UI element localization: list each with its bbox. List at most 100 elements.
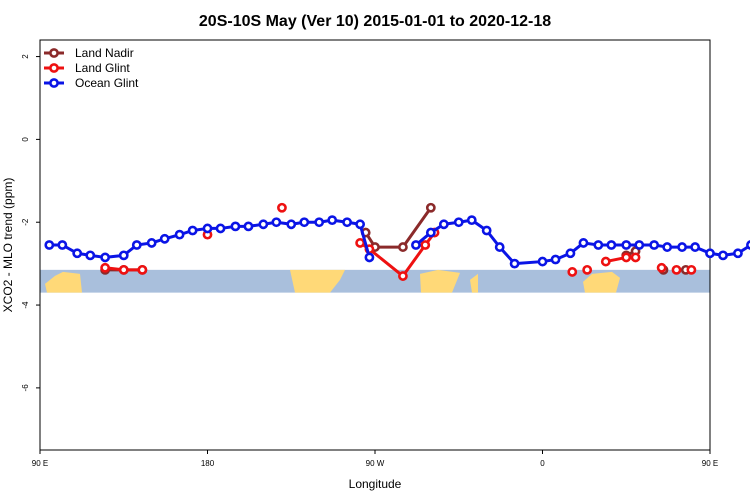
x-tick-label-3: 0: [540, 459, 545, 468]
series-2-point-36: [593, 240, 604, 250]
series-2-point-7: [146, 238, 157, 248]
legend-marker-1: [49, 63, 59, 73]
series-1-point-14: [630, 252, 641, 263]
y-tick-label-1: 0: [21, 137, 30, 142]
map-land-1: [290, 269, 345, 293]
series-2-point-43: [690, 242, 701, 252]
series-2-point-27: [453, 217, 464, 228]
series-2-point-32: [537, 256, 548, 267]
series-1-point-12: [600, 256, 611, 267]
y-axis-label: XCO2 - MLO trend (ppm): [1, 178, 15, 313]
series-2-point-12: [215, 223, 226, 234]
series-1-point-16: [671, 264, 682, 275]
series-2-point-6: [131, 240, 142, 250]
series-2-point-18: [299, 217, 310, 228]
series-2-point-22: [355, 219, 366, 230]
series-2-point-29: [481, 225, 492, 236]
map-land-4: [583, 271, 620, 293]
series-2-point-26: [438, 219, 449, 230]
y-tick-label-0: 2: [21, 54, 30, 59]
series-2-point-33: [550, 254, 561, 265]
series-1-point-7: [398, 271, 408, 281]
series-2-point-38: [621, 240, 632, 250]
map-strip: [40, 269, 710, 293]
series-2-point-2: [72, 248, 83, 259]
series-2-point-40: [649, 240, 660, 250]
series-2-point-28: [466, 215, 477, 226]
series-2-point-8: [159, 233, 170, 244]
series-2-point-34: [565, 248, 576, 259]
series-0-point-6: [425, 202, 436, 213]
series-1: [100, 202, 697, 281]
series-2-point-10: [187, 225, 198, 236]
x-tick-label-2: 90 W: [366, 459, 385, 468]
series-2-point-19: [314, 217, 325, 228]
series-1-point-0: [100, 262, 111, 273]
series-2-point-41: [662, 242, 673, 252]
chart-title: 20S-10S May (Ver 10) 2015-01-01 to 2020-…: [199, 13, 551, 30]
series-2-point-30: [494, 242, 505, 252]
series-1-point-4: [277, 202, 287, 213]
series-2-point-44: [705, 248, 715, 259]
map-land-0: [45, 271, 82, 293]
series-1-point-17: [686, 264, 697, 275]
legend-label-2: Ocean Glint: [75, 76, 139, 90]
y-tick-label-3: -4: [21, 301, 30, 309]
legend-label-0: Land Nadir: [75, 46, 134, 60]
series-2-point-31: [509, 258, 520, 269]
series-2-point-9: [174, 229, 185, 240]
series-2-point-21: [342, 217, 352, 228]
map-ocean: [40, 269, 710, 293]
series-2-point-1: [57, 240, 68, 250]
series-2-point-17: [286, 219, 297, 230]
series-1-point-5: [355, 238, 366, 248]
series-1-point-13: [621, 252, 632, 263]
series-2-point-47: [746, 240, 750, 250]
series-2-point-25: [425, 227, 436, 238]
x-tick-label-0: 90 E: [32, 459, 48, 468]
series-2-line-2: [709, 243, 750, 257]
series-2-point-4: [100, 252, 111, 263]
series-layer: [44, 202, 750, 281]
series-2: [44, 215, 750, 269]
series-2-point-5: [118, 250, 129, 261]
series-2-point-3: [85, 250, 96, 261]
x-axis-label: Longitude: [349, 477, 402, 491]
legend-label-1: Land Glint: [75, 61, 130, 75]
y-tick-label-2: -2: [21, 218, 30, 226]
series-1-point-1: [118, 264, 129, 275]
series-2-point-0: [44, 240, 55, 250]
series-1-point-15: [656, 262, 667, 273]
series-1-point-11: [582, 264, 593, 275]
series-2-point-42: [677, 242, 687, 252]
map-land-2: [420, 269, 460, 293]
series-0-point-5: [398, 242, 408, 252]
y-axis: 2 0 -2 -4 -6: [21, 54, 40, 392]
series-2-point-15: [258, 219, 269, 230]
y-tick-label-4: -6: [21, 384, 30, 392]
series-2-point-14: [243, 221, 254, 232]
map-land-3: [470, 273, 478, 293]
series-2-point-16: [271, 217, 282, 228]
series-2-point-45: [718, 250, 728, 261]
series-2-point-46: [733, 248, 743, 259]
series-2-point-37: [606, 240, 617, 250]
x-tick-label-4: 90 E: [702, 459, 718, 468]
series-2-point-13: [230, 221, 241, 232]
x-axis: 90 E 180 90 W 0 90 E: [32, 450, 718, 468]
series-2-point-35: [578, 238, 589, 248]
legend-marker-2: [49, 78, 59, 88]
series-2-point-24: [411, 240, 421, 250]
series-2-point-20: [327, 215, 338, 226]
series-0-line-1: [364, 206, 433, 249]
series-2-point-39: [634, 240, 645, 250]
series-1-point-8: [420, 240, 431, 250]
series-2-point-23: [364, 252, 375, 263]
series-1-point-10: [567, 267, 578, 277]
x-tick-label-1: 180: [201, 459, 215, 468]
series-1-point-2: [137, 264, 148, 275]
series-2-point-11: [202, 223, 213, 234]
legend-marker-0: [49, 48, 59, 58]
